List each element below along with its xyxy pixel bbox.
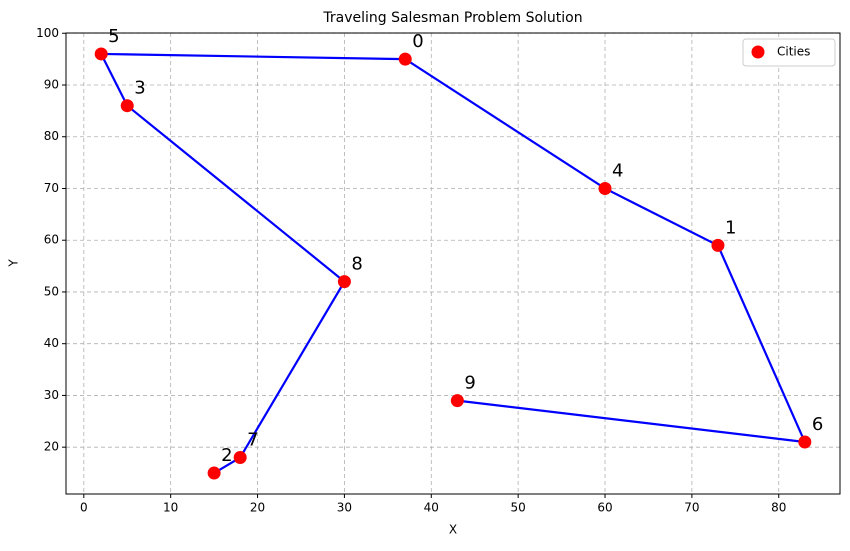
y-tick-label: 60 <box>44 233 59 247</box>
city-label: 6 <box>812 414 823 435</box>
city-label: 3 <box>134 78 145 99</box>
city-point <box>94 47 108 61</box>
y-tick-label: 30 <box>44 388 59 402</box>
x-tick-label: 10 <box>163 501 178 515</box>
y-tick-label: 70 <box>44 181 59 195</box>
y-tick-label: 40 <box>44 336 59 350</box>
chart-title: Traveling Salesman Problem Solution <box>322 10 582 26</box>
city-point <box>398 52 412 66</box>
legend-label: Cities <box>777 45 810 59</box>
y-tick-label: 50 <box>44 284 59 298</box>
x-tick-label: 80 <box>771 501 786 515</box>
city-label: 8 <box>351 254 362 275</box>
city-label: 9 <box>464 373 475 394</box>
city-label: 1 <box>725 217 736 238</box>
city-point <box>450 394 464 408</box>
city-label: 0 <box>412 31 423 52</box>
y-tick-label: 100 <box>36 26 59 40</box>
x-tick-label: 20 <box>250 501 265 515</box>
x-axis-label: X <box>449 523 457 537</box>
city-point <box>207 466 221 480</box>
x-tick-label: 40 <box>424 501 439 515</box>
y-tick-label: 90 <box>44 77 59 91</box>
y-axis-label: Y <box>7 259 21 268</box>
x-tick-label: 0 <box>80 501 88 515</box>
city-label: 2 <box>221 445 232 466</box>
city-point <box>598 181 612 195</box>
y-tick-label: 80 <box>44 129 59 143</box>
x-tick-label: 60 <box>597 501 612 515</box>
city-label: 7 <box>247 430 258 451</box>
x-tick-label: 70 <box>684 501 699 515</box>
city-label: 5 <box>108 26 119 47</box>
legend-box <box>742 38 836 67</box>
city-point <box>798 435 812 449</box>
x-tick-label: 30 <box>337 501 352 515</box>
city-point <box>233 451 247 465</box>
route-line <box>99 52 807 474</box>
city-point <box>337 275 351 289</box>
plot-frame <box>65 32 841 495</box>
city-point <box>711 238 725 252</box>
legend-marker <box>751 45 765 59</box>
city-point <box>120 99 134 113</box>
x-tick-label: 50 <box>511 501 526 515</box>
city-label: 4 <box>612 160 623 181</box>
y-tick-label: 20 <box>44 440 59 454</box>
